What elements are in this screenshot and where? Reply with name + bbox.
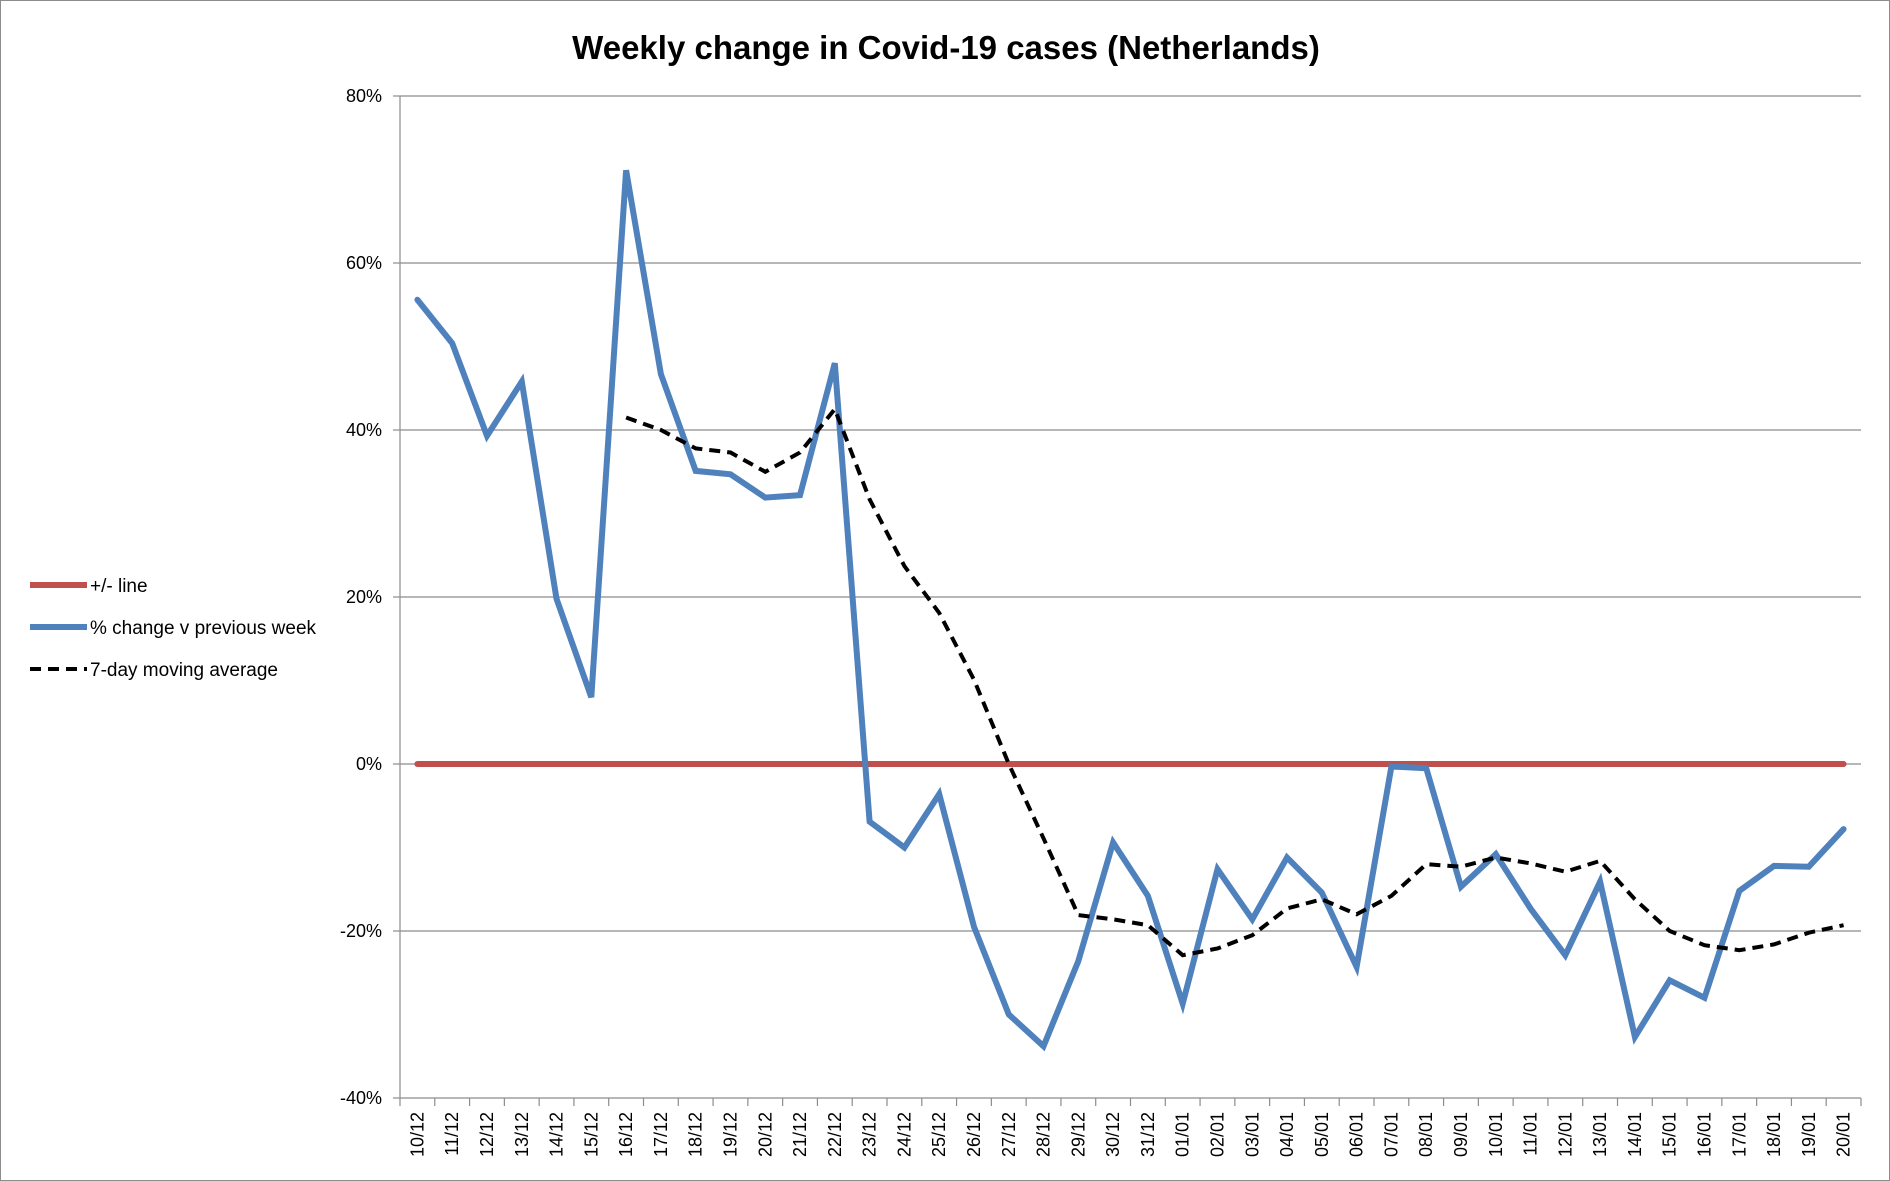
x-tick-label: 23/12 — [860, 1112, 880, 1157]
x-tick-label: 04/01 — [1277, 1112, 1297, 1157]
x-tick-label: 10/12 — [407, 1112, 427, 1157]
x-tick-label: 17/12 — [651, 1112, 671, 1157]
x-tick-label: 20/01 — [1834, 1112, 1854, 1157]
x-tick-label: 10/01 — [1486, 1112, 1506, 1157]
legend-label: +/- line — [90, 576, 148, 597]
x-tick-label: 27/12 — [999, 1112, 1019, 1157]
legend-label: 7-day moving average — [90, 660, 278, 681]
x-tick-label: 11/01 — [1521, 1112, 1541, 1156]
y-tick-label: 0% — [356, 754, 382, 774]
x-tick-label: 22/12 — [825, 1112, 845, 1157]
legend: +/- line % change v previous week 7-day mo… — [30, 576, 317, 681]
x-tick-label: 16/12 — [616, 1112, 636, 1157]
x-tick-label: 30/12 — [1103, 1112, 1123, 1157]
x-tick-label: 11/12 — [442, 1112, 462, 1156]
x-tick-label: 16/01 — [1694, 1112, 1714, 1157]
x-tick-label: 13/12 — [512, 1112, 532, 1157]
y-tick-label: -40% — [340, 1088, 382, 1108]
y-tick-label: 20% — [346, 587, 382, 607]
y-tick-label: 60% — [346, 253, 382, 273]
x-tick-label: 24/12 — [894, 1112, 914, 1157]
x-tick-label: 18/12 — [686, 1112, 706, 1157]
chart-title: Weekly change in Covid-19 cases (Netherl… — [572, 29, 1320, 66]
y-tick-label: -20% — [340, 921, 382, 941]
x-tick-label: 29/12 — [1068, 1112, 1088, 1157]
x-tick-label: 14/01 — [1625, 1112, 1645, 1157]
x-tick-label: 12/01 — [1555, 1112, 1575, 1157]
x-tick-label: 26/12 — [964, 1112, 984, 1157]
axes: 80% 60% 40% 20% 0% -20% -40% 10/12 11/12 12/12 13/… — [340, 86, 1862, 1157]
legend-label: % change v previous week — [90, 618, 317, 639]
x-tick-label: 14/12 — [547, 1112, 567, 1157]
y-tick-label: 40% — [346, 420, 382, 440]
x-tick-label: 07/01 — [1381, 1112, 1401, 1157]
x-tick-label: 18/01 — [1764, 1112, 1784, 1157]
x-tick-label: 06/01 — [1347, 1112, 1367, 1157]
x-tick-label: 31/12 — [1138, 1112, 1158, 1157]
x-tick-label: 08/01 — [1416, 1112, 1436, 1157]
x-tick-label: 25/12 — [929, 1112, 949, 1157]
x-tick-label: 03/01 — [1242, 1112, 1262, 1157]
x-tick-label: 01/01 — [1173, 1112, 1193, 1157]
x-tick-label: 02/01 — [1207, 1112, 1227, 1157]
y-tick-label: 80% — [346, 86, 382, 106]
x-tick-label: 15/01 — [1660, 1112, 1680, 1157]
x-tick-label: 19/12 — [720, 1112, 740, 1157]
x-tick-label: 09/01 — [1451, 1112, 1471, 1157]
series-line-7-day-moving-average — [625, 405, 1845, 958]
x-tick-label: 20/12 — [755, 1112, 775, 1157]
x-tick-label: 12/12 — [477, 1112, 497, 1157]
x-tick-label: 21/12 — [790, 1112, 810, 1157]
x-tick-label: 15/12 — [581, 1112, 601, 1157]
x-tick-label: 13/01 — [1590, 1112, 1610, 1157]
series-line-change-v-previous-week — [414, 169, 1847, 1052]
series-layer — [414, 169, 1847, 1052]
x-tick-label: 05/01 — [1312, 1112, 1332, 1157]
x-tick-label: 17/01 — [1729, 1112, 1749, 1157]
x-tick-label: 28/12 — [1034, 1112, 1054, 1157]
x-tick-label: 19/01 — [1799, 1112, 1819, 1157]
